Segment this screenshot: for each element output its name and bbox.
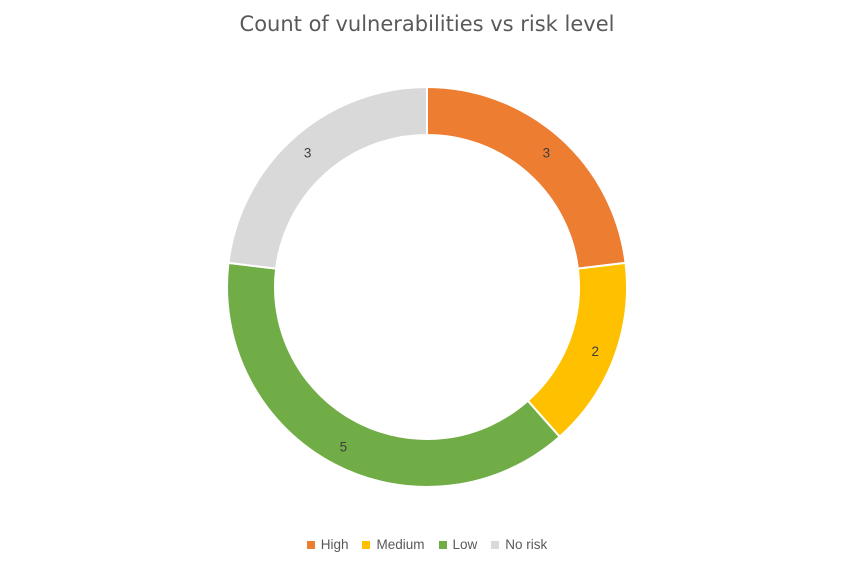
legend-label: Low bbox=[452, 537, 478, 552]
donut-slices bbox=[226, 85, 628, 488]
data-labels: 3 2 5 3 bbox=[304, 145, 599, 454]
data-label-low: 5 bbox=[340, 439, 348, 454]
legend-label: High bbox=[320, 537, 349, 552]
legend-item-medium: Medium bbox=[362, 537, 425, 552]
slice-low bbox=[226, 261, 562, 488]
slice-high bbox=[426, 85, 627, 270]
chart-title: Count of vulnerabilities vs risk level bbox=[239, 12, 615, 36]
legend-swatch bbox=[362, 540, 371, 549]
slice-medium bbox=[526, 261, 628, 439]
data-label-medium: 2 bbox=[592, 344, 600, 359]
legend-swatch bbox=[491, 540, 500, 549]
legend-item-low: Low bbox=[438, 537, 478, 552]
legend-item-high: High bbox=[306, 537, 349, 552]
legend-swatch bbox=[306, 540, 315, 549]
legend: High Medium Low No risk bbox=[0, 537, 854, 552]
legend-label: Medium bbox=[376, 537, 425, 552]
slice-no-risk bbox=[227, 85, 428, 270]
legend-item-no-risk: No risk bbox=[491, 537, 547, 552]
legend-swatch bbox=[438, 540, 447, 549]
data-label-no-risk: 3 bbox=[304, 145, 312, 160]
data-label-high: 3 bbox=[543, 145, 551, 160]
legend-label: No risk bbox=[505, 537, 548, 552]
